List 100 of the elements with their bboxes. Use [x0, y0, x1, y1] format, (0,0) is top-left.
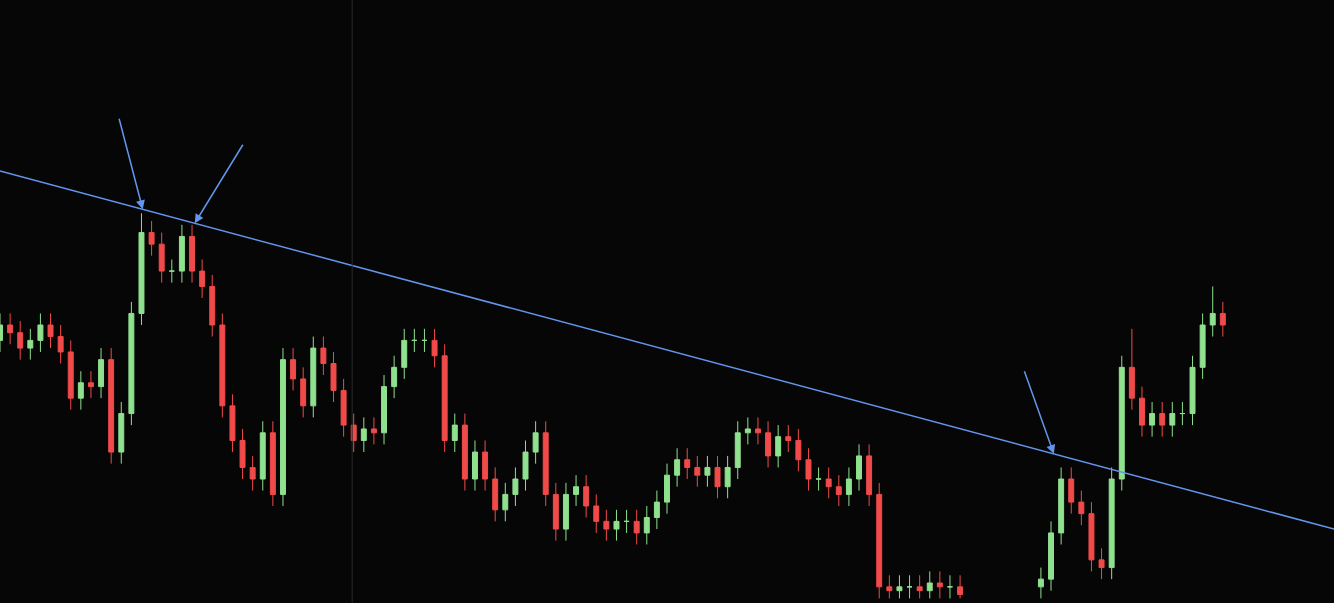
- candlestick: [290, 347, 297, 391]
- candlestick: [653, 490, 660, 530]
- candlestick: [876, 482, 883, 599]
- candlestick: [320, 336, 327, 376]
- candlestick: [754, 416, 761, 445]
- candlestick: [1169, 401, 1176, 438]
- candlestick: [593, 493, 600, 534]
- candlestick: [714, 455, 721, 499]
- candlestick: [532, 420, 539, 465]
- candlestick: [815, 466, 822, 492]
- candlestick: [189, 224, 195, 284]
- candlestick: [1048, 520, 1055, 592]
- candlestick: [775, 424, 782, 468]
- candlestick: [1037, 567, 1044, 599]
- candlestick: [451, 413, 458, 453]
- candlestick: [573, 474, 580, 507]
- candlestick: [168, 259, 175, 284]
- candlestick: [946, 574, 953, 599]
- candlestick: [330, 351, 337, 403]
- candlestick: [310, 336, 317, 418]
- candlestick: [98, 347, 105, 399]
- candlestick: [259, 420, 266, 492]
- candlestick: [957, 574, 964, 599]
- candlestick: [916, 574, 923, 599]
- candlestick: [360, 416, 367, 453]
- candlestick: [239, 428, 246, 480]
- candlestick: [472, 440, 478, 492]
- candlestick: [269, 420, 276, 507]
- candlestick: [835, 474, 842, 507]
- candlestick: [1199, 312, 1206, 380]
- candlestick: [906, 574, 913, 599]
- candlestick: [1159, 401, 1166, 438]
- candlestick: [1179, 401, 1186, 426]
- candlestick: [603, 509, 610, 542]
- candlestick: [724, 455, 731, 499]
- candlestick: [37, 312, 44, 353]
- candlestick: [674, 447, 681, 488]
- candlestick: [805, 447, 812, 492]
- candlestick: [1139, 386, 1145, 438]
- candlestick: [381, 374, 388, 445]
- candlestick: [340, 378, 347, 438]
- candlestick: [128, 301, 135, 426]
- candlestick: [209, 274, 216, 338]
- candlestick: [108, 347, 115, 465]
- candlestick: [926, 570, 933, 599]
- candlestick: [522, 440, 529, 492]
- candlestick: [856, 443, 862, 492]
- candlestick: [27, 328, 34, 361]
- candlestick: [583, 474, 590, 519]
- candlestick: [744, 416, 751, 445]
- candlestick: [391, 355, 398, 399]
- candlestick: [300, 366, 307, 418]
- candlestick: [118, 401, 125, 465]
- candlestick: [1209, 285, 1216, 338]
- candlestick: [219, 312, 226, 418]
- candlestick: [492, 466, 499, 522]
- candlestick: [17, 320, 24, 361]
- candlestick: [866, 443, 873, 507]
- candlestick: [1118, 355, 1125, 492]
- candlestick: [441, 343, 448, 453]
- candlestick: [138, 212, 145, 326]
- candlestick: [1149, 401, 1156, 438]
- candlestick: [886, 574, 893, 599]
- candlestick: [178, 224, 185, 284]
- candlestick: [370, 416, 377, 445]
- candlestick: [87, 370, 94, 399]
- candlestick: [512, 466, 519, 507]
- candlestick: [845, 466, 852, 507]
- candlestick: [825, 466, 832, 499]
- candlestick: [795, 428, 802, 472]
- candlestick: [1098, 547, 1105, 580]
- candlestick: [562, 482, 569, 542]
- candlestick: [1189, 355, 1196, 426]
- candlestick: [461, 413, 468, 492]
- candlestick: [148, 220, 155, 257]
- candlestick: [411, 328, 418, 353]
- candlestick: [47, 312, 54, 349]
- candlestick: [1219, 301, 1226, 338]
- candlestick: [1078, 490, 1085, 526]
- candlestick: [552, 482, 559, 542]
- candlestick: [77, 370, 84, 411]
- candlestick: [57, 324, 64, 364]
- candlestick: [249, 455, 256, 492]
- candlestick: [765, 420, 772, 468]
- candlestick: [684, 447, 691, 480]
- candlestick: [1128, 328, 1135, 411]
- candlestick: [1108, 466, 1115, 580]
- candlestick: [158, 232, 165, 284]
- candlestick: [936, 570, 943, 599]
- candlestick: [633, 509, 640, 545]
- candlestick: [279, 347, 286, 507]
- candlestick: [664, 463, 670, 515]
- candlestick: [350, 413, 357, 453]
- candlestick: [7, 312, 14, 345]
- candlestick: [623, 509, 630, 534]
- candlestick: [643, 505, 650, 545]
- candlestick: [1068, 466, 1075, 515]
- candlestick: [502, 482, 509, 522]
- candlestick: [613, 509, 620, 542]
- candlestick: [896, 574, 903, 599]
